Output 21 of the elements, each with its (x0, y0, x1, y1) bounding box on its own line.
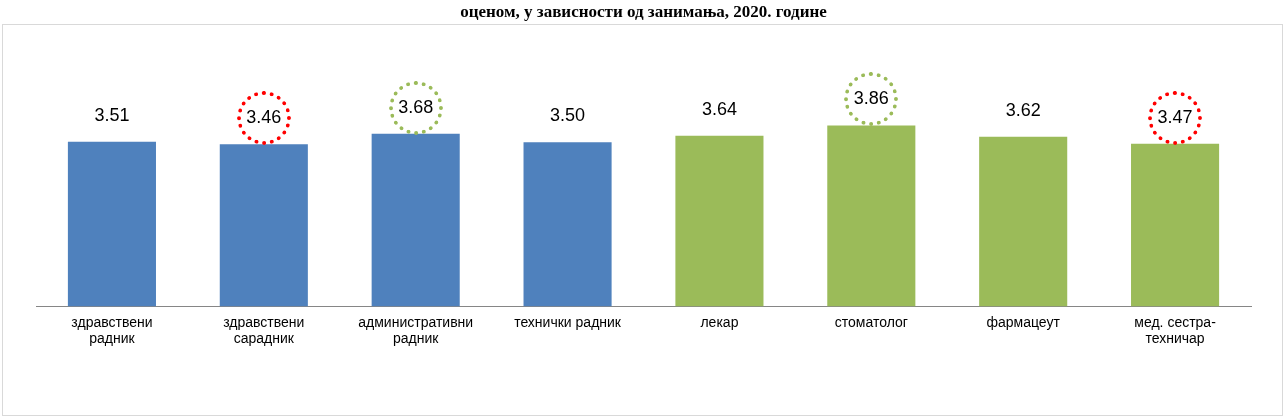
x-tick-label: административни радник (358, 313, 474, 347)
data-label: 3.68 (398, 96, 434, 117)
data-label: 3.46 (246, 107, 282, 128)
x-tick-label: технички радник (514, 313, 622, 330)
bar (979, 136, 1068, 307)
data-label: 3.86 (853, 88, 889, 109)
x-tick-label: здравствени сарадник (223, 313, 305, 347)
chart-title: оценом, у зависности од занимања, 2020. године (459, 2, 828, 22)
data-label: 3.51 (94, 104, 130, 125)
bar (675, 135, 764, 307)
x-tick-label: мед. сестра-техничар (1134, 313, 1217, 347)
data-label: 3.62 (1005, 99, 1041, 120)
data-label: 3.64 (701, 98, 737, 119)
bar (523, 142, 612, 307)
data-label: 3.47 (1157, 106, 1193, 127)
x-tick-label: фармацеут (986, 313, 1061, 330)
data-label: 3.50 (550, 105, 586, 126)
x-tick-label: здравствени радник (71, 313, 153, 347)
x-tick-label: лекар (700, 313, 739, 330)
bar (67, 141, 156, 307)
x-tick-label: стоматолог (834, 313, 908, 330)
